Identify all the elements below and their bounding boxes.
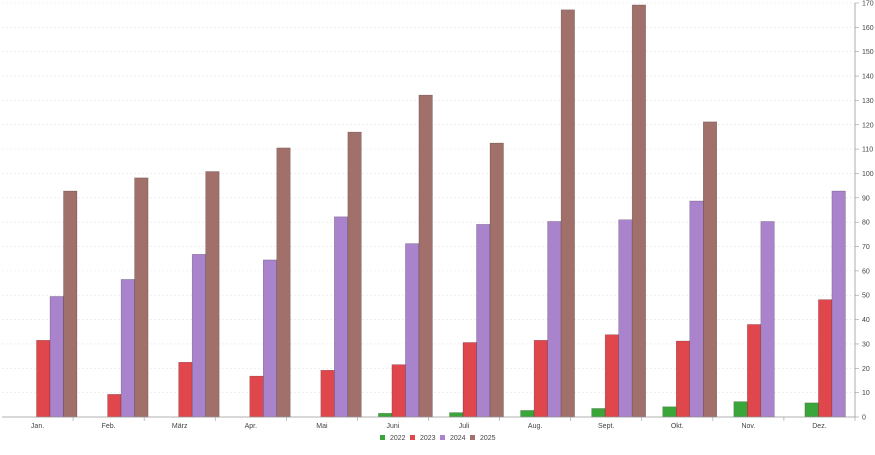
bar-2022-Dez.[interactable]	[804, 402, 819, 418]
legend-swatch-2023[interactable]	[410, 435, 415, 440]
bar-2023-Aug.[interactable]	[533, 340, 548, 418]
bar-2024-Sept.[interactable]	[618, 219, 633, 418]
bar-2025-Apr.[interactable]	[276, 147, 291, 418]
x-tick-label: Feb.	[102, 423, 116, 430]
bar-2024-Mai[interactable]	[334, 216, 349, 418]
y-tick-label: 160	[862, 25, 874, 32]
bar-2022-Sept.[interactable]	[591, 408, 606, 418]
y-tick-label: 170	[862, 1, 874, 8]
y-tick-label: 150	[862, 49, 874, 56]
bar-2025-Mai[interactable]	[347, 131, 362, 418]
bar-2023-Jan.[interactable]	[36, 340, 51, 418]
bar-2024-Aug.[interactable]	[547, 221, 562, 418]
x-tick-label: Nov.	[741, 423, 755, 430]
legend-swatch-2025[interactable]	[470, 435, 475, 440]
bars	[36, 4, 846, 418]
legend-label-2023[interactable]: 2023	[420, 435, 436, 442]
y-tick-label: 140	[862, 74, 874, 81]
bar-2024-Juli[interactable]	[476, 224, 491, 418]
bar-2024-Nov.[interactable]	[760, 221, 775, 418]
bar-2022-Juni[interactable]	[378, 413, 393, 418]
bar-2025-Aug.[interactable]	[560, 9, 575, 418]
x-tick-label: Dez.	[812, 423, 826, 430]
legend-label-2024[interactable]: 2024	[450, 435, 466, 442]
y-tick-label: 50	[862, 293, 870, 300]
x-tick-label: Mai	[316, 423, 328, 430]
bar-2023-Okt.[interactable]	[676, 340, 690, 418]
y-tick-label: 60	[862, 268, 870, 275]
x-tick-label: Apr.	[245, 423, 258, 430]
y-tick-label: 120	[862, 122, 874, 129]
bar-2025-Juli[interactable]	[489, 142, 504, 418]
bar-2025-Jan.[interactable]	[63, 190, 78, 418]
bar-2024-Feb.[interactable]	[120, 279, 135, 418]
bar-2022-Aug.[interactable]	[520, 410, 535, 418]
bar-2024-Jan.[interactable]	[49, 296, 64, 418]
y-tick-label: 100	[862, 171, 874, 178]
legend-swatch-2022[interactable]	[380, 435, 385, 440]
y-tick-label: 90	[862, 195, 870, 202]
bar-2023-Juli[interactable]	[462, 342, 477, 418]
bar-2023-Juni[interactable]	[391, 364, 406, 418]
bar-2024-Juni[interactable]	[405, 243, 420, 418]
y-tick-label: 130	[862, 98, 874, 105]
legend[interactable]: 2022 2023 2024 2025	[380, 435, 496, 442]
x-tick-label: Aug.	[528, 423, 542, 430]
bar-2023-Dez.[interactable]	[818, 299, 833, 418]
y-tick-label: 30	[862, 341, 870, 348]
bar-2024-Apr.[interactable]	[263, 259, 277, 418]
bar-2025-Okt.[interactable]	[703, 121, 717, 418]
bar-2022-Okt.[interactable]	[662, 406, 677, 418]
bar-2022-Nov.[interactable]	[733, 401, 748, 418]
legend-label-2022[interactable]: 2022	[390, 435, 406, 442]
bar-2025-Sept.[interactable]	[631, 4, 646, 418]
y-tick-label: 20	[862, 366, 870, 373]
x-tick-label: Juni	[387, 423, 400, 430]
bar-2025-Feb.[interactable]	[134, 177, 149, 418]
legend-swatch-2024[interactable]	[440, 435, 445, 440]
y-tick-label: 110	[862, 147, 873, 154]
y-tick-label: 40	[862, 317, 870, 324]
x-tick-label: Juli	[459, 423, 470, 430]
x-tick-label: Okt.	[671, 423, 684, 430]
axes: 0 10 20 30 40 50 60 70 80 90 100 110 120 130 140 150 160…	[2, 1, 874, 430]
bar-2024-Dez.[interactable]	[831, 190, 846, 418]
bar-2023-Apr.[interactable]	[249, 375, 264, 418]
bar-2024-März[interactable]	[191, 254, 206, 418]
bar-2024-Okt.[interactable]	[689, 200, 704, 418]
bar-2023-Nov.[interactable]	[747, 324, 762, 418]
x-tick-label: Sept.	[598, 423, 614, 430]
y-tick-label: 0	[862, 415, 866, 422]
y-tick-label: 10	[862, 390, 870, 397]
bar-2022-Juli[interactable]	[449, 412, 464, 418]
bar-2023-Sept.[interactable]	[604, 334, 619, 418]
bar-2023-März[interactable]	[178, 361, 193, 418]
y-tick-label: 70	[862, 244, 870, 251]
bar-2025-März[interactable]	[205, 171, 220, 418]
bar-2023-Mai[interactable]	[320, 369, 335, 418]
bar-2025-Juni[interactable]	[418, 94, 433, 418]
x-tick-label: Jan.	[31, 423, 44, 430]
y-tick-label: 80	[862, 220, 870, 227]
legend-label-2025[interactable]: 2025	[480, 435, 496, 442]
x-tick-label: März	[172, 423, 188, 430]
bar-2023-Feb.[interactable]	[107, 394, 122, 418]
